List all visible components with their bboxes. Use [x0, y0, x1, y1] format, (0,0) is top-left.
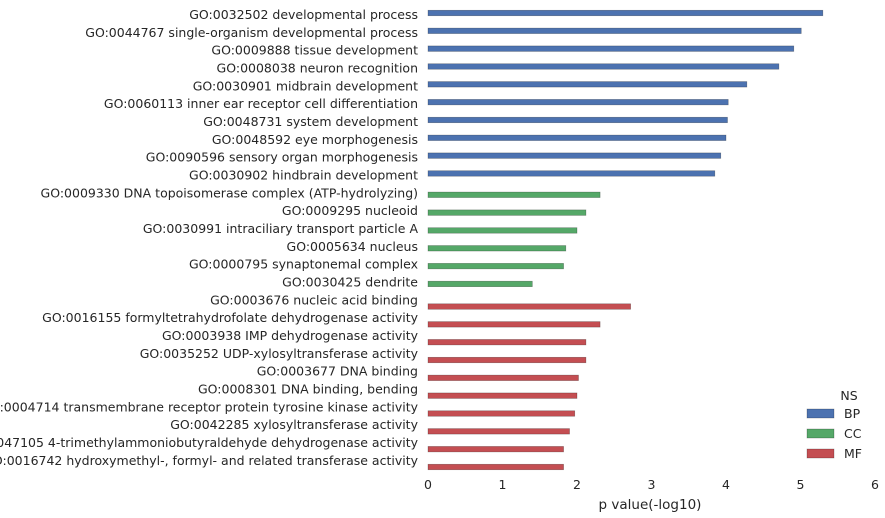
category-label-6: GO:0060113 inner ear receptor cell diffe…: [104, 96, 418, 111]
bar-25: [427, 446, 564, 453]
bar-3: [427, 45, 795, 52]
category-label-10: GO:0030902 hindbrain development: [189, 167, 418, 182]
category-label-26: GO:0016742 hydroxymethyl-, formyl- and r…: [0, 453, 419, 468]
category-label-12: GO:0009295 nucleoid: [282, 203, 418, 218]
category-label-4: GO:0008038 neuron recognition: [217, 60, 418, 75]
x-tick-label-2: 2: [573, 477, 581, 492]
category-label-21: GO:0003677 DNA binding: [257, 364, 418, 379]
category-label-20: GO:0035252 UDP-xylosyltransferase activi…: [140, 346, 419, 361]
bar-4: [427, 63, 780, 70]
bar-11: [427, 191, 601, 198]
x-tick-label-1: 1: [499, 477, 507, 492]
bar-26: [427, 463, 564, 471]
legend-label-cc: CC: [844, 426, 862, 441]
x-tick-labels-group: 0 1 2 3 4 5 6: [424, 477, 879, 492]
category-label-3: GO:0009888 tissue development: [211, 43, 418, 58]
legend-label-bp: BP: [844, 406, 861, 421]
category-label-23: GO:0004714 transmembrane receptor protei…: [0, 399, 419, 414]
x-tick-label-6: 6: [871, 477, 879, 492]
bar-10: [427, 170, 716, 177]
category-labels-group: GO:0032502 developmental process GO:00447…: [0, 7, 419, 468]
bar-17: [427, 303, 631, 310]
bar-7: [427, 116, 728, 124]
category-label-5: GO:0030901 midbrain development: [193, 78, 418, 93]
category-label-13: GO:0030991 intraciliary transport partic…: [143, 221, 419, 236]
x-tick-label-4: 4: [722, 477, 730, 492]
category-label-16: GO:0030425 dendrite: [282, 274, 418, 289]
bar-18: [427, 321, 601, 328]
category-label-8: GO:0048592 eye morphogenesis: [212, 132, 418, 147]
bar-16: [427, 280, 533, 288]
category-label-25: GO:0047105 4-trimethylammoniobutyraldehy…: [0, 435, 419, 450]
category-label-15: GO:0000795 synaptonemal complex: [189, 257, 418, 272]
bar-22: [427, 392, 578, 399]
category-label-11: GO:0009330 DNA topoisomerase complex (AT…: [41, 185, 418, 200]
legend-label-mf: MF: [844, 446, 862, 461]
legend-swatch-bp: [806, 408, 835, 419]
x-tick-label-0: 0: [424, 477, 432, 492]
bar-15: [427, 263, 564, 270]
x-tick-label-5: 5: [797, 477, 805, 492]
category-label-2: GO:0044767 single-organism developmental…: [85, 25, 418, 40]
legend: NS BP CC MF: [806, 388, 862, 461]
bar-23: [427, 410, 576, 417]
category-label-17: GO:0003676 nucleic acid binding: [210, 292, 418, 307]
bar-9: [427, 152, 722, 159]
bar-20: [427, 356, 587, 364]
bar-6: [427, 99, 729, 106]
category-label-18: GO:0016155 formyltetrahydrofolate dehydr…: [42, 310, 418, 325]
category-label-14: GO:0005634 nucleus: [287, 239, 418, 254]
bar-14: [427, 245, 567, 252]
bar-19: [427, 339, 587, 346]
category-label-7: GO:0048731 system development: [203, 114, 418, 129]
legend-swatch-mf: [806, 448, 835, 459]
bar-8: [427, 134, 727, 141]
category-label-24: GO:0042285 xylosyltransferase activity: [170, 417, 418, 432]
category-label-19: GO:0003938 IMP dehydrogenase activity: [162, 328, 419, 343]
category-label-1: GO:0032502 developmental process: [189, 7, 418, 22]
bar-24: [427, 428, 570, 435]
bar-21: [427, 374, 579, 381]
x-tick-label-3: 3: [648, 477, 656, 492]
bars-group: [427, 9, 824, 471]
legend-title: NS: [840, 388, 857, 403]
bar-1: [427, 9, 824, 17]
legend-swatch-cc: [806, 428, 835, 439]
category-label-9: GO:0090596 sensory organ morphogenesis: [146, 150, 418, 165]
bar-12: [427, 209, 587, 216]
bar-13: [427, 227, 578, 234]
bar-5: [427, 81, 748, 88]
category-label-22: GO:0008301 DNA binding, bending: [198, 381, 418, 396]
bar-2: [427, 27, 802, 34]
x-axis-title: p value(-log10): [599, 497, 702, 513]
